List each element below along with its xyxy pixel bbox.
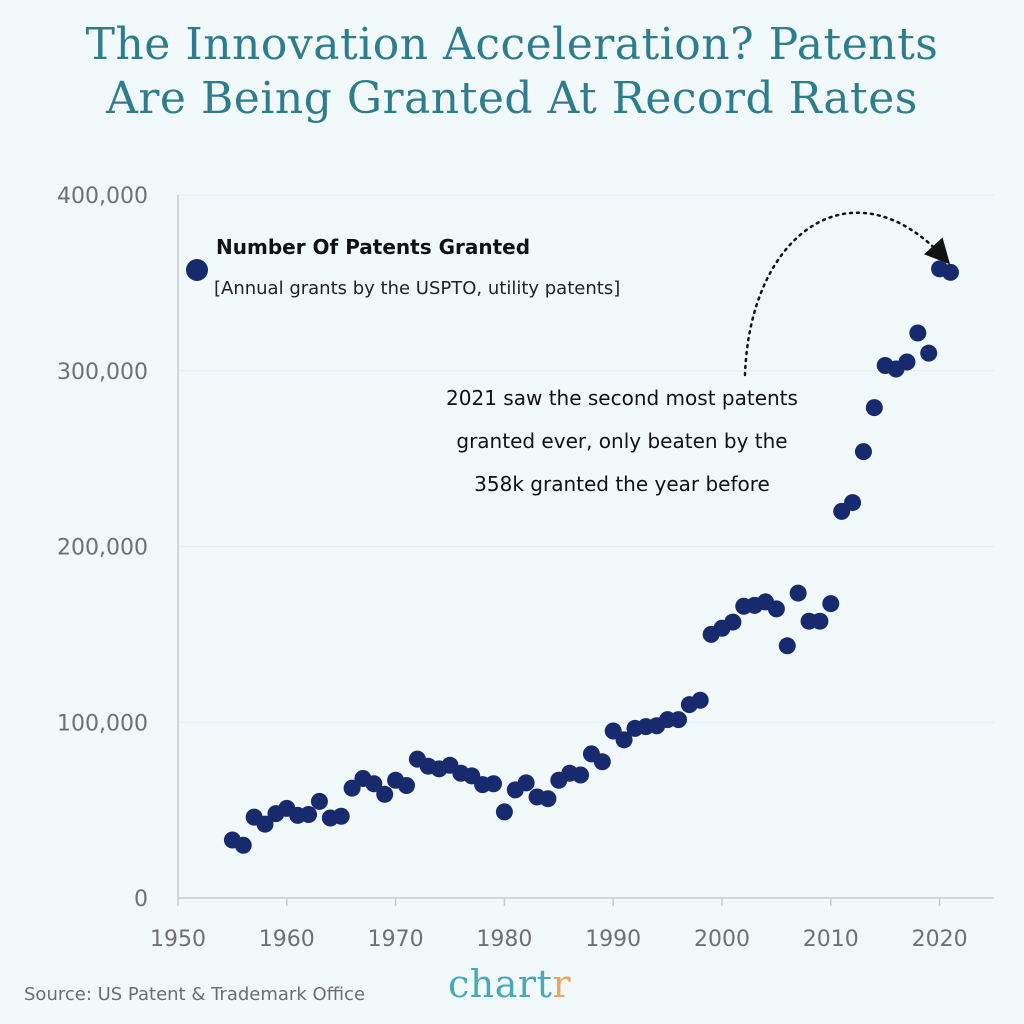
data-point	[572, 766, 590, 784]
data-point	[234, 836, 252, 854]
data-point	[822, 595, 840, 613]
x-tick-label: 2000	[694, 927, 750, 952]
y-tick-label: 300,000	[57, 360, 148, 385]
y-tick-label: 0	[134, 887, 148, 912]
chartr-logo: chartr	[448, 962, 571, 1006]
data-point	[811, 612, 829, 630]
x-tick-label: 1960	[259, 927, 315, 952]
data-point	[778, 637, 796, 655]
annotation-line: 2021 saw the second most patents	[446, 386, 798, 410]
y-tick-label: 200,000	[57, 536, 148, 561]
annotation-arrow	[743, 211, 951, 377]
annotation-line: granted ever, only beaten by the	[456, 429, 787, 453]
data-point	[376, 785, 394, 803]
x-tick-label: 1970	[368, 927, 424, 952]
x-tick-label: 2020	[912, 927, 968, 952]
logo-accent: r	[552, 962, 572, 1006]
data-point	[854, 443, 872, 461]
data-point	[517, 774, 535, 792]
data-point	[397, 777, 415, 795]
y-tick-label: 100,000	[57, 711, 148, 736]
legend-subtitle: [Annual grants by the USPTO, utility pat…	[214, 278, 620, 299]
data-point	[485, 775, 503, 793]
data-point	[539, 790, 557, 808]
data-point	[789, 584, 807, 602]
legend-title: Number Of Patents Granted	[216, 235, 530, 259]
data-point	[365, 775, 383, 793]
data-point	[669, 711, 687, 729]
data-point	[909, 324, 927, 342]
chart-title-line-2: Are Being Granted At Record Rates	[106, 73, 918, 124]
x-tick-label: 1980	[476, 927, 532, 952]
data-point	[724, 613, 742, 631]
data-point	[691, 691, 709, 709]
data-point	[343, 779, 361, 797]
data-point	[256, 815, 274, 833]
x-tick-label: 1990	[585, 927, 641, 952]
data-point	[615, 731, 633, 749]
data-point	[495, 803, 513, 821]
data-point	[332, 807, 350, 825]
data-point	[865, 399, 883, 417]
data-point	[898, 353, 916, 371]
chart-title-line-1: The Innovation Acceleration? Patents	[85, 19, 939, 70]
legend-marker	[186, 259, 208, 281]
y-tick-label: 400,000	[57, 184, 148, 209]
data-point	[941, 263, 959, 281]
data-point	[767, 600, 785, 618]
data-point	[844, 494, 862, 512]
data-point	[300, 806, 318, 824]
logo-main: chart	[448, 962, 553, 1006]
x-tick-label: 1950	[150, 927, 206, 952]
source-note: Source: US Patent & Trademark Office	[24, 984, 366, 1005]
data-point	[310, 792, 328, 810]
chart-title: The Innovation Acceleration? Patents Are…	[0, 18, 1024, 126]
x-tick-label: 2010	[803, 927, 859, 952]
annotation-line: 358k granted the year before	[474, 472, 770, 496]
data-point	[920, 344, 938, 362]
data-point	[593, 753, 611, 771]
